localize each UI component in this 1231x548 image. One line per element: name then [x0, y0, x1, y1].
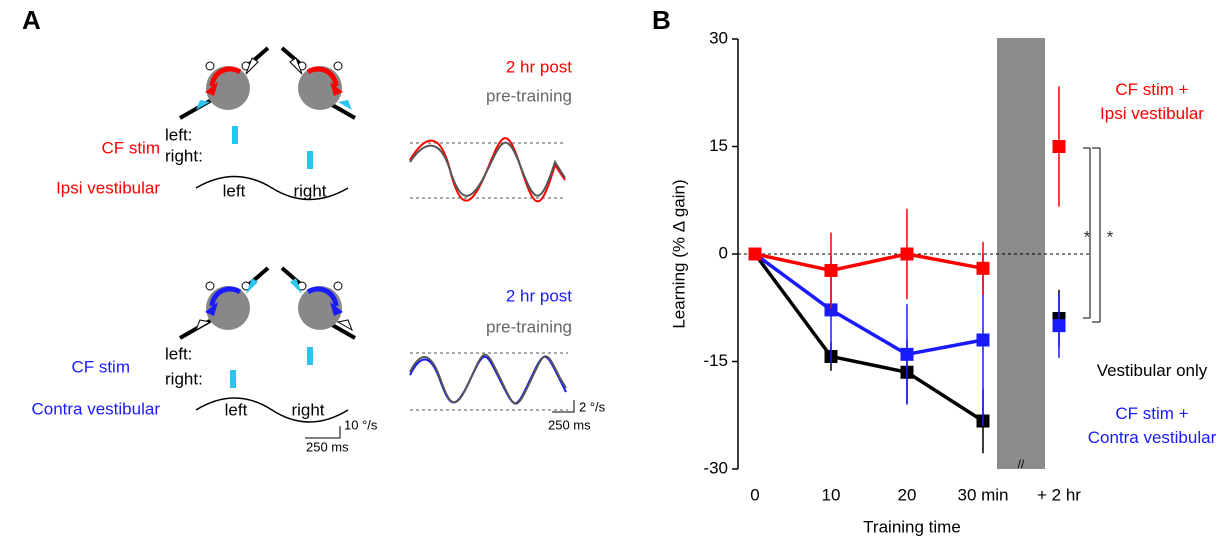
condition-label: CF stim	[71, 357, 130, 376]
trace-legend: 2 hr post	[506, 57, 572, 76]
x-tick-label: 10	[822, 485, 841, 504]
point	[1052, 140, 1066, 153]
trace-legend: pre-training	[486, 317, 572, 336]
legend-entry: Vestibular only	[1096, 361, 1208, 380]
scale-label: 250 ms	[306, 439, 349, 454]
point	[976, 261, 990, 275]
stim-label: left	[225, 400, 248, 419]
significance: *	[1107, 227, 1114, 246]
scale-label: 10 °/s	[344, 417, 378, 432]
stim-label: right	[291, 400, 324, 419]
trace-legend: 2 hr post	[506, 286, 572, 305]
y-tick-label: 0	[719, 243, 728, 262]
row-label: left:	[165, 125, 192, 144]
legend-entry: CF stim + Contra vestibular	[1087, 404, 1217, 447]
traces-top	[409, 137, 566, 203]
y-tick-label: -30	[703, 458, 728, 477]
panel-label: B	[652, 5, 671, 35]
stim-label: right	[293, 181, 326, 200]
point	[976, 333, 990, 347]
x-tick-label: 20	[898, 485, 917, 504]
x-tick-label: 0	[750, 485, 759, 504]
vestibular-label: Contra vestibular	[31, 399, 160, 418]
heads-bottom	[179, 266, 356, 439]
row-label: left:	[165, 344, 192, 363]
point	[900, 347, 914, 361]
x-tick-label: + 2 hr	[1037, 485, 1081, 504]
y-tick-label: -15	[703, 351, 728, 370]
point	[748, 247, 762, 261]
axis-break-label: //	[1018, 457, 1025, 471]
trace-legend: pre-training	[486, 86, 572, 105]
x-axis-label: Training time	[863, 517, 961, 536]
panel-label: A	[22, 5, 41, 35]
significance: *	[1084, 227, 1091, 246]
vestibular-label: Ipsi vestibular	[56, 178, 160, 197]
y-tick-label: 30	[709, 28, 728, 47]
point	[824, 303, 838, 317]
x-tick-label: 30 min	[957, 485, 1008, 504]
y-axis-label: Learning (% Δ gain)	[669, 179, 688, 328]
y-tick-label: 15	[709, 136, 728, 155]
scale-label: 250 ms	[548, 417, 591, 432]
stim-label: left	[223, 181, 246, 200]
row-label: right:	[165, 369, 203, 388]
condition-label: CF stim	[101, 138, 160, 157]
point	[1052, 319, 1066, 333]
heads-top	[179, 46, 356, 201]
point	[900, 247, 914, 261]
legend-entry: CF stim + Ipsi vestibular	[1100, 80, 1204, 123]
scale-label: 2 °/s	[579, 399, 606, 414]
traces-bottom	[409, 352, 575, 413]
point	[824, 263, 838, 277]
row-label: right:	[165, 146, 203, 165]
